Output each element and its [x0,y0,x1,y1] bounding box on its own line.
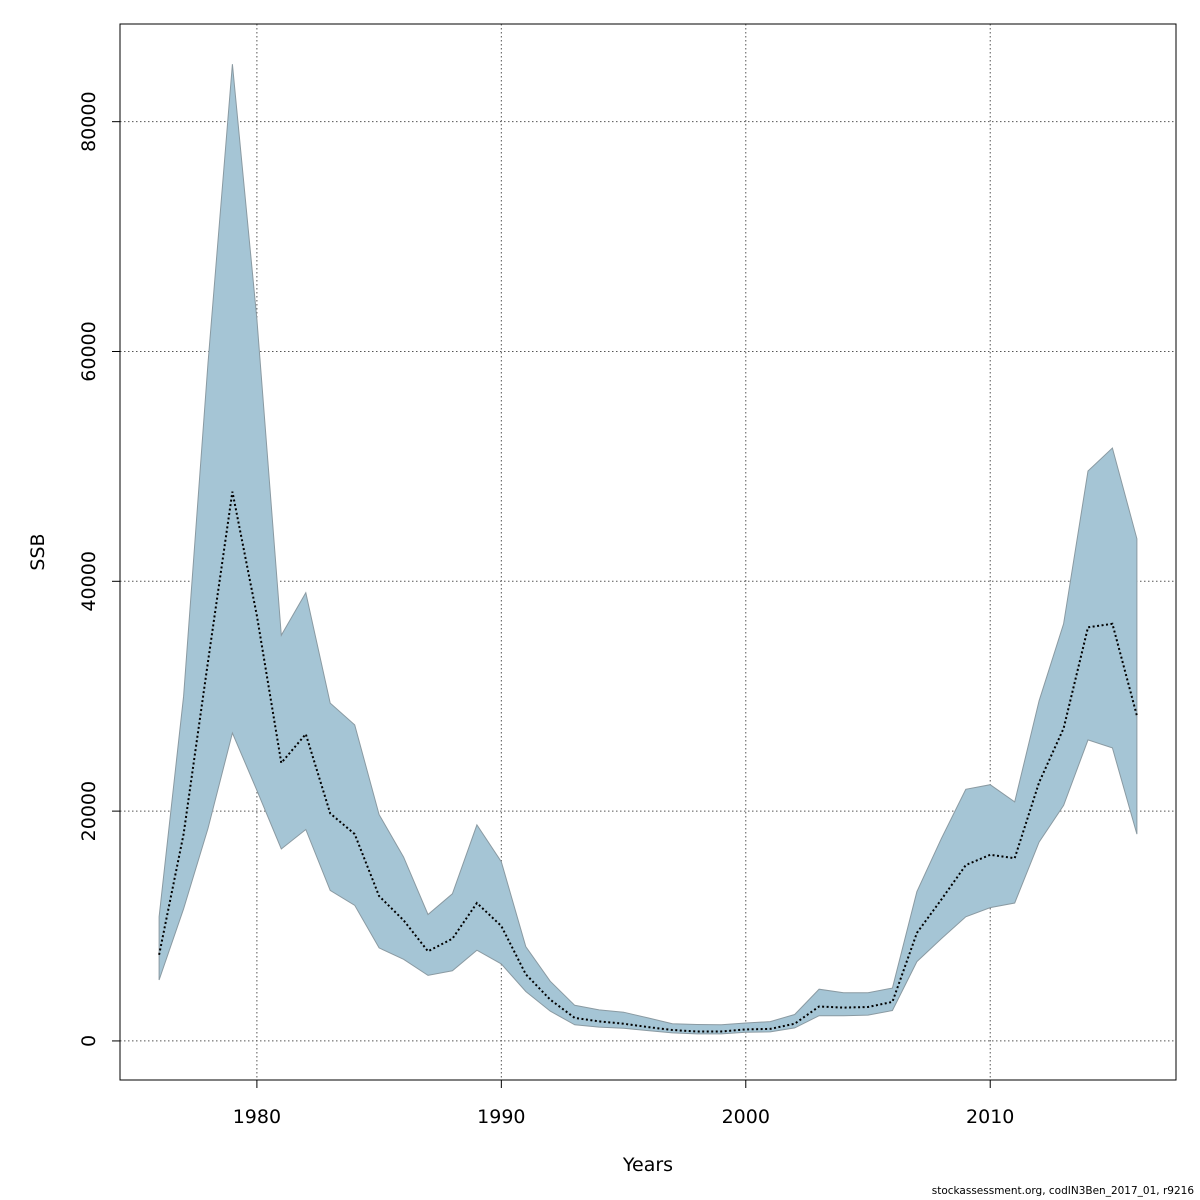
y-tick-label-60000: 60000 [78,321,100,381]
x-axis: 1980 1990 2000 2010 [233,1080,1014,1128]
y-tick-label-40000: 40000 [78,551,100,611]
ssb-estimate-line [158,491,1138,1033]
plot-frame [119,23,1177,1081]
y-axis-title: SSB [27,533,49,570]
confidence-band [158,64,1138,1035]
x-tick-label-2000: 2000 [722,1106,770,1128]
x-tick-label-2010: 2010 [966,1106,1014,1128]
footer-credit: stockassessment.org, codIN3Ben_2017_01, … [931,1185,1194,1197]
y-tick-label-20000: 20000 [78,781,100,841]
gridlines [120,24,1176,1080]
x-tick-label-1990: 1990 [477,1106,525,1128]
y-tick-label-0: 0 [78,1035,100,1047]
x-tick-label-1980: 1980 [233,1106,281,1128]
x-axis-title: Years [622,1154,673,1176]
y-axis: 0 20000 40000 60000 80000 [78,91,120,1047]
y-tick-label-80000: 80000 [78,91,100,151]
